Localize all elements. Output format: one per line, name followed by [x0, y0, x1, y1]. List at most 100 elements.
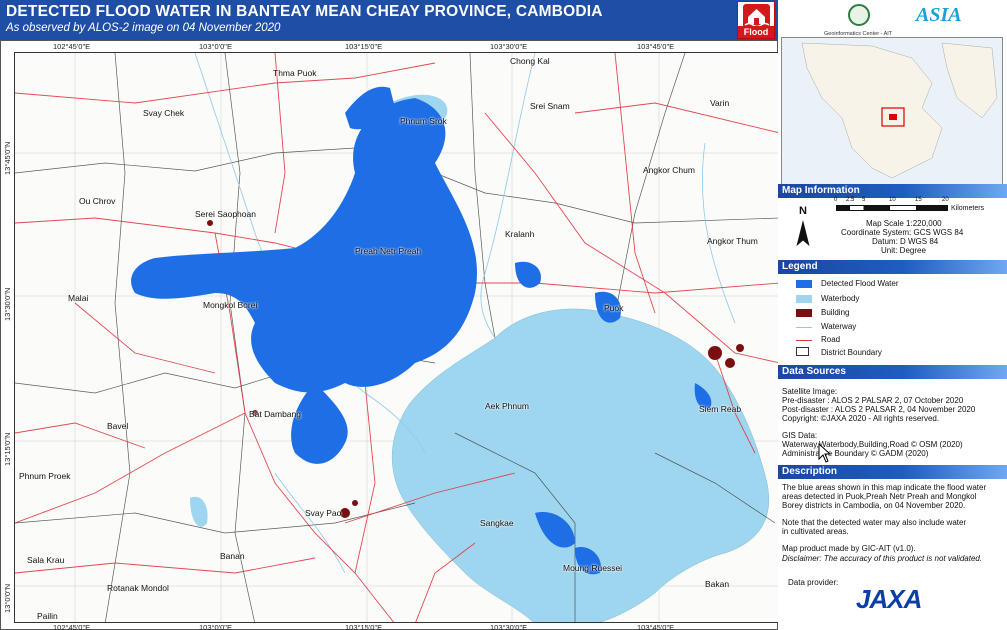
mouse-cursor-icon — [818, 443, 832, 463]
map-canvas[interactable]: Thma Puok Chong Kal Svay Chek Srei Snam … — [14, 52, 779, 623]
place-label: Mongkol Borei — [203, 300, 258, 310]
scale-tick: 20 — [942, 197, 949, 203]
place-label: Kralanh — [505, 229, 535, 239]
place-label: Phnum Srok — [400, 116, 447, 126]
legend-label: Waterbody — [821, 294, 860, 303]
lat-label-left: 13°45'0"N — [3, 141, 12, 175]
data-provider-label: Data provider: — [788, 578, 839, 587]
jaxa-logo: JAXA — [856, 584, 922, 614]
gic-caption: Geoinformatics Center - AIT — [824, 31, 893, 37]
description-line: The blue areas shown in this map indicat… — [782, 483, 987, 492]
map-scale: Map Scale 1:220,000 — [866, 219, 942, 228]
legend-heading: Legend — [778, 260, 1007, 274]
flood-house-icon — [743, 4, 770, 28]
place-label: Thma Puok — [273, 68, 317, 78]
place-label: Preah Netr Preah — [355, 246, 422, 256]
datum: Datum: D WGS 84 — [872, 237, 939, 246]
data-source-line: Satellite Image: — [782, 387, 838, 396]
place-label: Sangkae — [480, 518, 514, 528]
legend-label: District Boundary — [821, 348, 882, 357]
place-label: Varin — [710, 98, 730, 108]
lat-label-left: 13°0'0"N — [3, 583, 12, 613]
inset-graphics — [801, 42, 998, 179]
place-label: Malai — [68, 293, 89, 303]
place-label: Serei Saophoan — [195, 209, 256, 219]
legend-label: Road — [821, 335, 841, 344]
place-label: Svay Chek — [143, 108, 185, 118]
place-label: Angkor Thum — [707, 236, 758, 246]
data-source-line: Post-disaster : ALOS 2 PALSAR 2, 04 Nove… — [782, 405, 976, 414]
place-label: Pailin — [37, 611, 58, 621]
disclaimer: Disclaimer: The accuracy of this product… — [782, 554, 983, 563]
flood-swatch — [796, 280, 812, 288]
description-line: in cultivated areas. — [782, 527, 849, 536]
waterway-swatch — [796, 327, 812, 328]
place-label: Angkor Chum — [643, 165, 695, 175]
lon-label-bottom: 103°30'0"E — [490, 623, 528, 630]
place-label: Banan — [220, 551, 245, 561]
place-label: Bat Dambang — [249, 409, 301, 419]
description-line: Note that the detected water may also in… — [782, 518, 967, 527]
gic-logo — [848, 4, 870, 26]
description-line: Borey districts in Cambodia, on 04 Novem… — [782, 501, 966, 510]
place-label: Srei Snam — [530, 101, 570, 111]
scale-tick: 2.5 — [846, 197, 855, 203]
scale-tick: 10 — [889, 197, 896, 203]
flood-badge: Flood — [737, 1, 775, 39]
road-swatch — [796, 340, 812, 341]
data-source-line: Copyright: ©JAXA 2020 - All rights reser… — [782, 414, 940, 423]
place-label: Aek Phnum — [485, 401, 529, 411]
building-swatch — [796, 309, 812, 317]
scale-tick: 0 — [834, 197, 838, 203]
unit: Unit: Degree — [881, 246, 926, 255]
map-info-heading: Map Information — [778, 184, 1007, 198]
coordinate-system: Coordinate System: GCS WGS 84 — [841, 228, 964, 237]
north-label: N — [799, 205, 807, 217]
lon-label-top: 103°45'0"E — [637, 42, 675, 51]
scale-unit: Kilometers — [951, 205, 985, 212]
description-heading: Description — [778, 465, 1007, 479]
north-arrow-icon — [796, 220, 810, 247]
logos: ASIA — [778, 0, 1007, 30]
inset-map — [781, 37, 1003, 185]
place-label: Bakan — [705, 579, 730, 589]
lon-label-top: 103°30'0"E — [490, 42, 528, 51]
boundary-swatch — [796, 347, 809, 356]
lon-label-bottom: 103°0'0"E — [199, 623, 232, 630]
place-label: Sala Krau — [27, 555, 65, 565]
lon-label-bottom: 103°15'0"E — [345, 623, 383, 630]
map-title-bar: DETECTED FLOOD WATER IN BANTEAY MEAN CHE… — [0, 0, 778, 40]
data-source-line: GIS Data: — [782, 431, 818, 440]
place-label: Chong Kal — [510, 56, 550, 66]
data-sources-heading: Data Sources — [778, 365, 1007, 379]
tonle-sap-lake — [391, 308, 769, 622]
scale-bar — [836, 205, 948, 211]
scale-tick: 5 — [862, 197, 866, 203]
lat-label-left: 13°15'0"N — [3, 432, 12, 466]
description-line: areas detected in Puok,Preah Netr Preah … — [782, 492, 977, 501]
lon-label-top: 103°0'0"E — [199, 42, 232, 51]
legend-label: Detected Flood Water — [821, 279, 899, 288]
lon-label-top: 103°15'0"E — [345, 42, 383, 51]
place-label: Phnum Proek — [19, 471, 71, 481]
lon-label-bottom: 103°45'0"E — [637, 623, 675, 630]
place-label: Bavel — [107, 421, 129, 431]
map-frame: 102°45'0"E 103°0'0"E 103°15'0"E 103°30'0… — [0, 40, 779, 630]
lon-label-top: 102°45'0"E — [53, 42, 91, 51]
data-source-line: Administrative Boundary © GADM (2020) — [782, 449, 929, 458]
info-panel: ASIA Geoinformatics Center - AIT Map Inf… — [778, 0, 1007, 630]
place-label: Svay Pao — [305, 508, 342, 518]
map-title: DETECTED FLOOD WATER IN BANTEAY MEAN CHE… — [6, 3, 603, 20]
waterbody-swatch — [796, 295, 812, 303]
data-source-line: Waterway,Waterbody,Building,Road © OSM (… — [782, 440, 963, 449]
lon-label-bottom: 102°45'0"E — [53, 623, 91, 630]
map-graphics — [15, 53, 778, 622]
place-label: Moung Ruessei — [563, 563, 623, 573]
data-source-line: Pre-disaster : ALOS 2 PALSAR 2, 07 Octob… — [782, 396, 964, 405]
legend-label: Building — [821, 308, 850, 317]
description-line: Map product made by GIC-AIT (v1.0). — [782, 544, 916, 553]
place-label: Rotanak Mondol — [107, 583, 169, 593]
scale-tick: 15 — [915, 197, 922, 203]
place-label: Siem Reab — [699, 404, 742, 414]
lat-label-left: 13°30'0"N — [3, 287, 12, 321]
